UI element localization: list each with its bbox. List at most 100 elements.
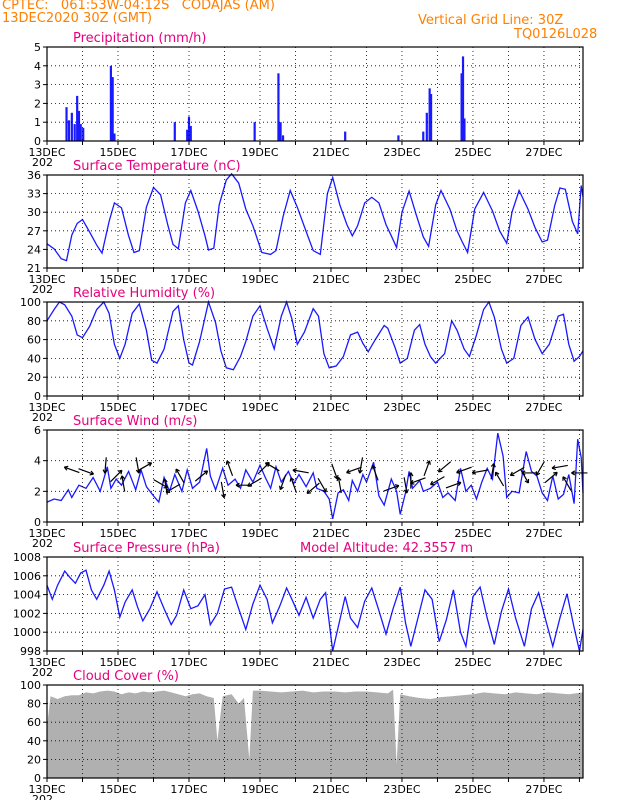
- precip-bar: [461, 56, 465, 141]
- wind-arrow-head: [120, 470, 123, 475]
- x-tick-label: 27DEC: [525, 273, 562, 286]
- x-tick-label: 15DEC: [99, 146, 136, 159]
- y-tick-label: 2: [34, 485, 41, 498]
- x-tick-label: 21DEC: [312, 146, 349, 159]
- wind-arrow: [119, 475, 126, 492]
- y-tick-label: 1: [34, 116, 41, 129]
- wind-arrow: [357, 457, 364, 474]
- x-tick-label: 13DEC: [28, 656, 65, 669]
- wind-arrow-shaft: [423, 460, 431, 477]
- wind-arrow: [430, 476, 445, 486]
- panel-title: Surface Pressure (hPa): [73, 541, 220, 556]
- precip-bar: [113, 133, 116, 141]
- wind-arrow-head: [221, 494, 225, 499]
- x-tick-label: 17DEC: [170, 656, 207, 669]
- wind-arrow-head: [471, 469, 476, 474]
- wind-arrow-head: [493, 463, 496, 468]
- y-tick-label: 3: [34, 79, 41, 92]
- y-tick-label: 80: [27, 698, 41, 711]
- wind-arrow: [571, 470, 588, 476]
- x-tick-label: 25DEC: [454, 783, 491, 796]
- x-tick-label: 19DEC: [241, 656, 278, 669]
- wind-arrow-shaft: [438, 461, 452, 473]
- panel-frame: [46, 684, 584, 779]
- wind-arrow: [306, 482, 320, 495]
- precip-bar: [429, 94, 433, 141]
- wind-arrow: [544, 471, 558, 484]
- x-tick-label: 13DEC: [28, 146, 65, 159]
- panel-pressure: 998 1000 1002 1004 1006 1008 13DEC 15DEC 17DEC 19…: [13, 541, 584, 679]
- wind-arrow-head: [89, 473, 94, 476]
- y-tick-label: 30: [27, 206, 41, 219]
- wind-arrow-shaft: [226, 460, 234, 477]
- x-year-label: 202: [32, 537, 53, 550]
- y-tick-label: 1002: [13, 607, 41, 620]
- wind-arrow-shaft: [383, 484, 400, 492]
- station-header: CPTEC: 061:53W-04:12S CODAJAS (AM): [2, 0, 275, 13]
- wind-arrow-shaft: [331, 463, 338, 480]
- wind-arrow-shaft: [456, 466, 472, 474]
- y-tick-label: 27: [27, 225, 41, 238]
- wind-arrow-shaft: [290, 477, 298, 493]
- wind-arrow-shaft: [78, 468, 94, 475]
- wind-arrow-head: [333, 475, 338, 480]
- wind-arrow: [292, 468, 309, 474]
- wind-arrow-head: [409, 479, 414, 484]
- wind-arrow-head: [428, 460, 431, 465]
- wind-arrow: [519, 468, 530, 484]
- wind-arrow: [336, 476, 342, 494]
- x-tick-label: 23DEC: [383, 146, 420, 159]
- wind-arrow: [456, 466, 472, 474]
- x-tick-label: 15DEC: [99, 273, 136, 286]
- wind-arrow-shaft: [104, 457, 107, 474]
- x-tick-label: 25DEC: [454, 273, 491, 286]
- x-tick-label: 13DEC: [28, 527, 65, 540]
- x-tick-label: 27DEC: [525, 783, 562, 796]
- wind-arrow: [175, 468, 185, 484]
- wind-arrow: [535, 461, 545, 476]
- x-tick-label: 25DEC: [454, 401, 491, 414]
- wind-arrow-head: [135, 469, 140, 474]
- y-tick-label: 1006: [13, 570, 41, 583]
- wind-arrow-shaft: [110, 469, 123, 483]
- pressure-line: [46, 569, 584, 652]
- panel-frame: [46, 556, 584, 652]
- humidity-line: [46, 299, 584, 371]
- precip-bar: [70, 112, 73, 141]
- wind-arrow-shaft: [153, 479, 168, 489]
- wind-arrow-head: [338, 476, 342, 481]
- precip-bar: [460, 73, 463, 141]
- wind-arrow-shaft: [257, 462, 270, 475]
- x-tick-label: 25DEC: [454, 527, 491, 540]
- wind-arrow: [383, 484, 400, 492]
- wind-arrow-head: [306, 489, 309, 494]
- precip-bar: [253, 122, 256, 141]
- wind-arrow-shaft: [445, 481, 462, 489]
- wind-arrow-shaft: [472, 469, 489, 474]
- x-tick-label: 27DEC: [525, 146, 562, 159]
- panel-title: Relative Humidity (%): [73, 286, 215, 301]
- wind-arrow-shaft: [346, 466, 362, 474]
- x-year-label: 202: [32, 283, 53, 296]
- wind-arrow-head: [247, 482, 251, 487]
- wind-arrow-shaft: [292, 469, 309, 474]
- precip-bar: [279, 122, 282, 141]
- panel-frame: [46, 174, 584, 269]
- precip-bar: [344, 131, 347, 141]
- precip-bar: [425, 112, 428, 141]
- precip-bar: [77, 110, 81, 141]
- x-tick-label: 27DEC: [525, 527, 562, 540]
- wind-arrow-head: [571, 470, 576, 474]
- wind-arrow: [403, 477, 409, 494]
- x-tick-label: 17DEC: [170, 273, 207, 286]
- x-tick-label: 15DEC: [99, 656, 136, 669]
- wind-arrow: [423, 460, 431, 477]
- precip-bar: [65, 107, 68, 141]
- wind-arrow-head: [456, 469, 460, 473]
- wind-arrow-shaft: [495, 471, 505, 487]
- panel-humidity: 0 20 40 60 80 100 13DEC 15DEC 17DEC 19DEC 21DEC 23D…: [20, 286, 584, 424]
- wind-arrow: [346, 466, 362, 474]
- model-run-id: TQ0126L028: [514, 27, 598, 42]
- wind-arrow-head: [149, 462, 153, 467]
